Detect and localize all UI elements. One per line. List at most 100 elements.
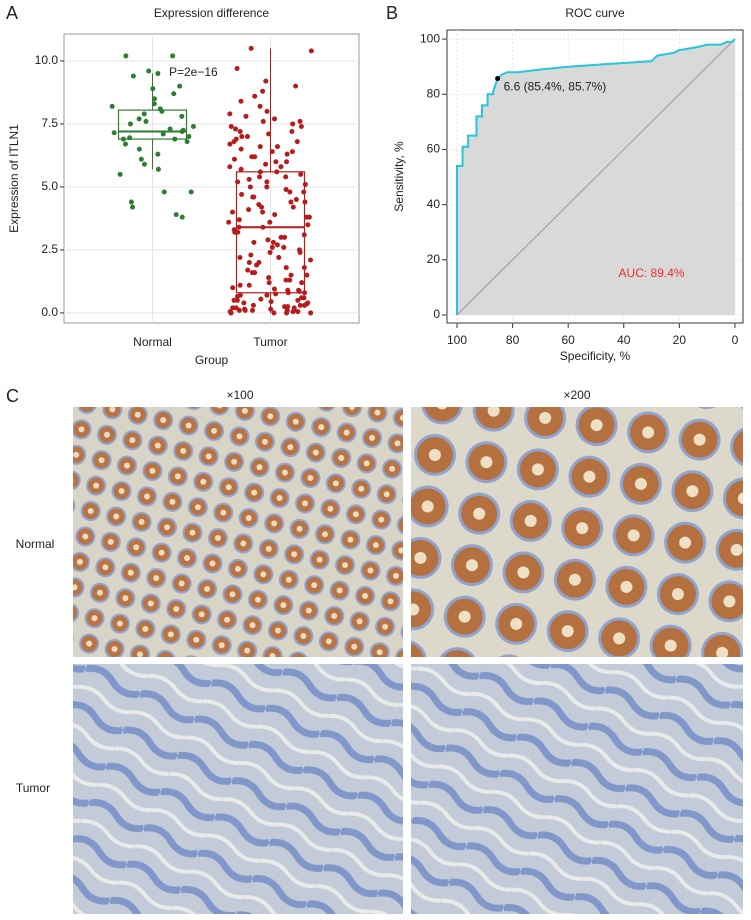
data-point [241, 300, 247, 306]
data-point [227, 141, 233, 147]
data-point [186, 134, 192, 140]
data-point [155, 166, 161, 172]
data-point [268, 306, 274, 312]
data-point [236, 217, 242, 223]
data-point [269, 244, 275, 250]
data-point [155, 151, 161, 157]
data-point [257, 103, 263, 109]
data-point [242, 307, 248, 313]
data-point [274, 242, 280, 248]
y-tick-label: 7.5 [41, 116, 58, 130]
data-point [109, 103, 115, 109]
data-point [130, 204, 136, 210]
reference-line [456, 38, 736, 316]
y-axis-label: Sensitivity, % [392, 141, 406, 212]
data-point [246, 176, 252, 182]
data-point [263, 78, 269, 84]
data-point [141, 111, 147, 117]
data-point [308, 310, 314, 316]
data-point [228, 123, 234, 129]
data-point [230, 285, 236, 291]
x-tick-label: 20 [673, 333, 687, 347]
data-point [257, 144, 263, 150]
data-point [237, 292, 243, 298]
data-point [283, 277, 289, 283]
data-point [302, 181, 308, 187]
data-point [155, 71, 161, 77]
data-point [252, 93, 258, 99]
data-point [254, 262, 260, 268]
data-point [130, 73, 136, 79]
data-point [190, 123, 196, 129]
data-point [138, 156, 144, 162]
data-point [117, 171, 123, 177]
data-point [270, 239, 276, 245]
data-point [265, 237, 271, 243]
data-point [266, 280, 272, 286]
x-tick-label: Tumor [253, 335, 287, 349]
row-label: Tumor [16, 781, 50, 795]
box [117, 109, 188, 140]
data-point [239, 191, 245, 197]
y-tick-label: 100 [420, 31, 440, 45]
data-point [251, 239, 257, 245]
data-point [289, 149, 295, 155]
y-tick-label: 2.5 [41, 242, 58, 256]
data-point [267, 219, 273, 225]
data-point [246, 260, 252, 266]
data-point [246, 207, 252, 213]
data-point [260, 118, 266, 124]
data-point [295, 297, 301, 303]
data-point [284, 159, 290, 165]
data-point [238, 98, 244, 104]
data-point [143, 118, 149, 124]
data-point [282, 234, 288, 240]
data-point [267, 249, 273, 255]
y-tick-label: 40 [427, 197, 441, 211]
data-point [304, 214, 310, 220]
x-tick-label: 100 [447, 333, 467, 347]
data-point [161, 189, 167, 195]
data-point [290, 121, 296, 127]
data-point [272, 212, 278, 218]
data-point [239, 134, 245, 140]
data-point [230, 305, 236, 311]
data-point [237, 129, 243, 135]
data-point [150, 86, 156, 92]
data-point [294, 139, 300, 145]
data-point [285, 287, 291, 293]
data-point [289, 129, 295, 135]
data-point [123, 53, 129, 59]
data-point [290, 204, 296, 210]
panel-label: B [386, 3, 398, 23]
row-label: Normal [16, 537, 55, 551]
data-point [227, 164, 233, 170]
data-point [266, 275, 272, 281]
plot-background [63, 33, 360, 324]
x-axis-label: Specificity, % [560, 349, 631, 363]
data-point [141, 161, 147, 167]
data-point [122, 141, 128, 147]
data-point [285, 304, 291, 310]
data-point [283, 174, 289, 180]
data-point [271, 310, 277, 316]
data-point [278, 164, 284, 170]
data-point [283, 186, 289, 192]
data-point [128, 199, 134, 205]
data-point [245, 267, 251, 273]
data-point [299, 295, 305, 301]
data-point [252, 270, 258, 276]
data-point [281, 244, 287, 250]
magnification: ×200 [563, 388, 590, 402]
data-point [227, 111, 233, 117]
chart-title: Expression difference [154, 6, 270, 20]
data-point [177, 83, 183, 89]
annotation: AUC: 89.4% [619, 266, 685, 280]
y-tick-label: 5.0 [41, 179, 58, 193]
data-point [263, 161, 269, 167]
data-point [151, 101, 157, 107]
data-point [288, 199, 294, 205]
data-point [250, 302, 256, 308]
data-point [231, 297, 237, 303]
data-point [236, 307, 242, 313]
